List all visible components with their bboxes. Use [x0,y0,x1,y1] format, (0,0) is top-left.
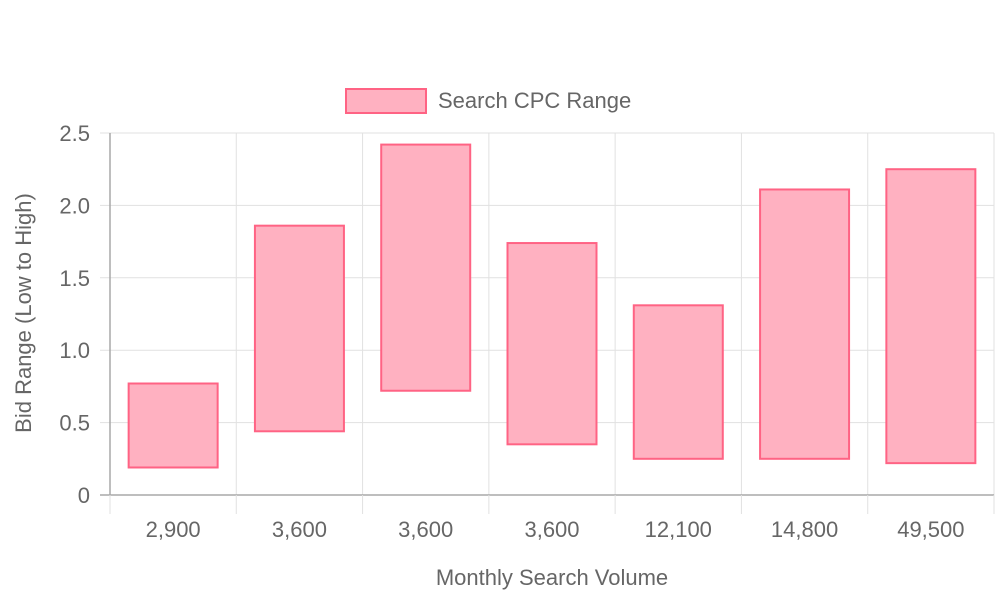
y-tick-label: 1.0 [59,338,90,363]
range-bar[interactable] [759,188,851,460]
range-bar[interactable] [127,382,219,469]
legend[interactable]: Search CPC Range [345,88,631,114]
legend-swatch[interactable] [345,88,427,114]
y-tick-label: 2.5 [59,121,90,146]
y-tick-label: 2.0 [59,193,90,218]
x-tick-label: 2,900 [146,517,201,542]
y-axis-title: Bid Range (Low to High) [11,193,36,433]
range-bar[interactable] [506,242,598,446]
x-tick-label: 3,600 [398,517,453,542]
grid-layer [100,132,995,495]
range-bar[interactable] [632,304,724,460]
x-axis-title: Monthly Search Volume [436,565,668,590]
bars-layer [127,143,977,469]
x-tick-label: 49,500 [897,517,964,542]
x-tick-label: 14,800 [771,517,838,542]
legend-label[interactable]: Search CPC Range [438,88,631,113]
x-tick-label: 3,600 [272,517,327,542]
range-bar[interactable] [380,143,472,392]
y-tick-label: 1.5 [59,266,90,291]
range-bar[interactable] [253,224,345,433]
range-bar[interactable] [885,168,977,465]
x-tick-label: 3,600 [524,517,579,542]
axis-layer: 0 0.5 1.0 1.5 2.0 2.5 2,900 3,600 3,600 3,600 12,1… [59,121,995,542]
x-tick-label: 12,100 [645,517,712,542]
y-tick-label: 0 [78,483,90,508]
y-tick-label: 0.5 [59,411,90,436]
